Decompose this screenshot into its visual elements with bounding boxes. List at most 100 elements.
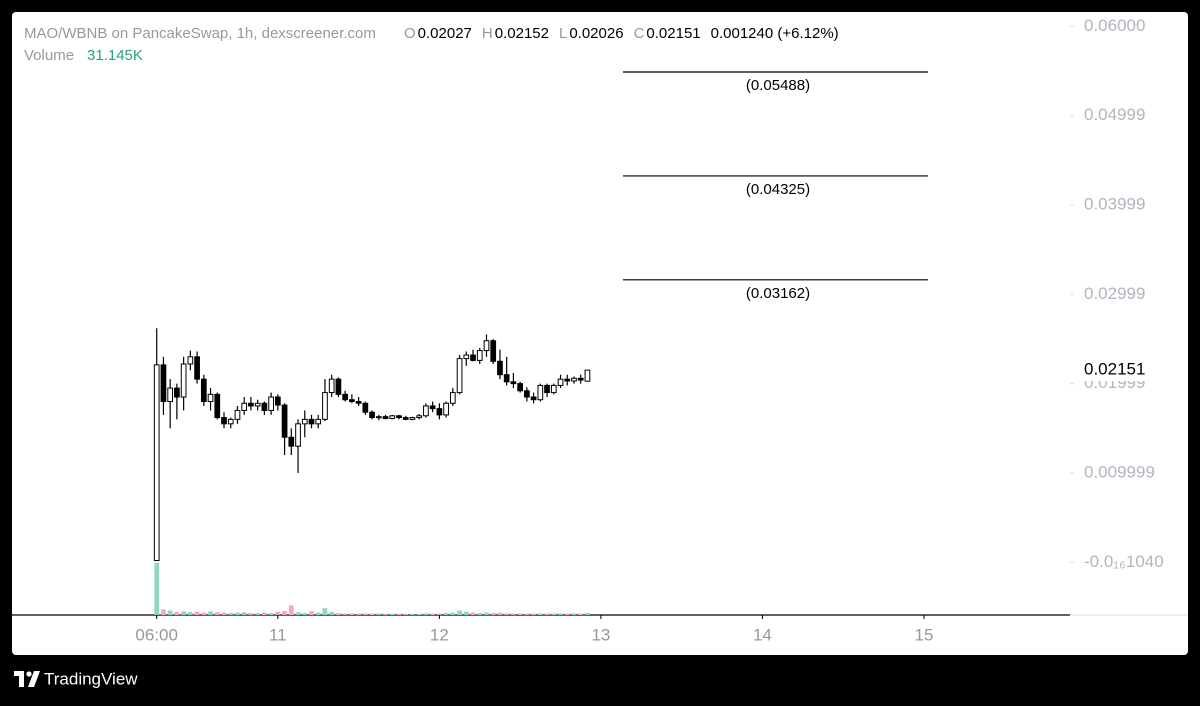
- volume-bar: [376, 613, 382, 615]
- volume-bar: [504, 613, 510, 615]
- volume-bar: [241, 612, 247, 615]
- y-tick-label: 0.009999: [1084, 462, 1155, 481]
- candle-body: [577, 377, 584, 381]
- volume-bar: [221, 612, 227, 615]
- volume-bar: [187, 612, 193, 615]
- chart-title: MAO/WBNB on PancakeSwap, 1h, dexscreener…: [24, 25, 376, 42]
- volume-bar: [477, 613, 483, 615]
- candle-body: [423, 405, 429, 417]
- volume-bar: [558, 613, 563, 615]
- ohlc-value: 0.02152: [495, 25, 549, 42]
- candle-body: [443, 402, 449, 416]
- candle: [550, 383, 557, 615]
- volume-bar: [564, 613, 570, 615]
- ohlc-key: O: [404, 25, 416, 42]
- candle: [234, 405, 241, 615]
- candle: [174, 383, 180, 615]
- change: 0.001240 (+6.12%): [711, 25, 839, 42]
- candle: [456, 355, 463, 615]
- volume-bar: [181, 611, 186, 615]
- volume-bar: [167, 610, 173, 615]
- candle: [227, 417, 234, 615]
- candle: [470, 349, 476, 615]
- candle: [301, 410, 308, 615]
- volume-bar: [255, 613, 261, 615]
- candle-body: [409, 417, 416, 420]
- candle: [402, 415, 409, 615]
- candle-body: [503, 374, 510, 383]
- volume-bar: [437, 613, 442, 615]
- candle-body: [328, 378, 335, 394]
- candle-body: [550, 384, 557, 394]
- y-tick-label: -0.0₁₆1040: [1084, 552, 1164, 571]
- candle-body: [301, 418, 308, 425]
- x-tick-label: 12: [430, 625, 449, 644]
- candle: [436, 403, 443, 615]
- last-price-bg: [1078, 359, 1178, 382]
- volume-bar: [275, 611, 281, 615]
- candle: [503, 356, 510, 615]
- x-tick-label: 15: [914, 625, 933, 644]
- candle: [254, 399, 261, 615]
- candle-body: [571, 377, 577, 382]
- candle-body: [463, 354, 470, 360]
- candle: [207, 388, 214, 615]
- candle-body: [288, 436, 295, 447]
- volume-bar: [517, 613, 523, 615]
- candle: [200, 374, 207, 615]
- candle: [490, 338, 497, 615]
- candle-body: [194, 356, 200, 380]
- volume-bar: [201, 612, 207, 615]
- ohlc-value: 0.02026: [569, 25, 623, 42]
- volume-bar: [282, 611, 287, 615]
- candle-body: [497, 360, 503, 376]
- volume-bar: [208, 611, 213, 615]
- candle: [288, 428, 295, 615]
- volume-bar: [342, 613, 348, 615]
- candle-body: [281, 404, 288, 438]
- candle: [530, 392, 537, 615]
- candle-body: [524, 390, 530, 398]
- y-tick-label: 0.02999: [1084, 284, 1145, 303]
- candle: [153, 328, 160, 615]
- candle: [557, 374, 564, 615]
- candle-body: [470, 354, 476, 361]
- candle-body: [564, 378, 571, 382]
- candle: [241, 397, 248, 615]
- y-tick-label: 0.06000: [1084, 16, 1145, 35]
- volume-bar: [537, 613, 543, 615]
- candle-body: [369, 411, 375, 419]
- candle: [335, 377, 342, 615]
- volume-bar: [578, 613, 584, 615]
- candle: [416, 414, 423, 615]
- last-price-label: 0.02151: [1084, 360, 1145, 379]
- candle-body: [248, 402, 254, 407]
- candle: [214, 392, 221, 615]
- x-tick-label: 06:00: [135, 625, 178, 644]
- volume-bar: [309, 611, 314, 615]
- candle: [524, 387, 530, 615]
- candle-body: [207, 393, 214, 402]
- volume-bar: [214, 612, 220, 615]
- candle: [261, 401, 268, 615]
- candle: [180, 356, 187, 615]
- candle-body: [200, 378, 207, 402]
- candle: [564, 374, 571, 615]
- candle: [544, 383, 550, 615]
- ohlc-value: 0.02027: [418, 25, 472, 42]
- candle-body: [456, 358, 463, 394]
- volume-bar: [389, 613, 395, 615]
- candle: [382, 414, 389, 615]
- volume-bar: [288, 605, 294, 615]
- candle-body: [483, 340, 490, 352]
- candle: [194, 351, 200, 615]
- candle: [584, 369, 591, 615]
- x-tick-label: 11: [269, 625, 287, 644]
- volume-bar: [531, 613, 536, 615]
- volume-bar: [336, 613, 341, 615]
- volume-bar: [470, 612, 476, 615]
- candle: [342, 390, 349, 615]
- volume-bar: [356, 613, 361, 615]
- candle: [349, 394, 355, 615]
- candle-body: [214, 393, 221, 419]
